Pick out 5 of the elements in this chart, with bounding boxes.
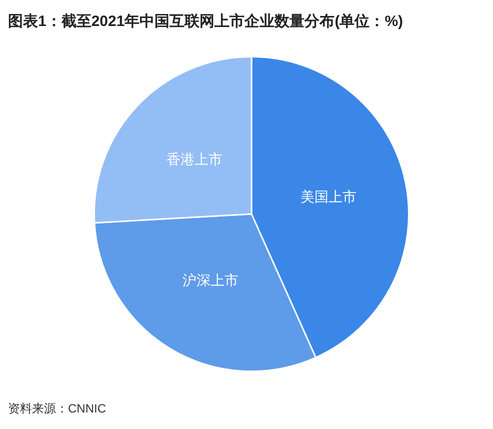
slice-label: 沪深上市 [182,272,239,288]
chart-title: 图表1：截至2021年中国互联网上市企业数量分布(单位：%) [8,12,404,30]
text: 资料来源：CNNIC [8,401,106,416]
slice-label: 香港上市 [166,150,222,167]
slice-label: 美国上市 [300,188,356,204]
